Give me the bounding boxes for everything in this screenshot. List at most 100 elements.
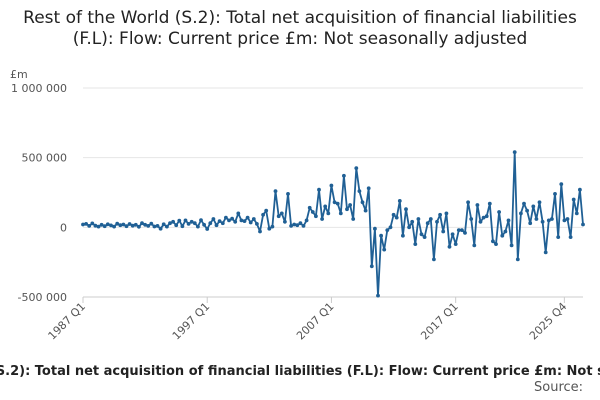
data-point <box>264 208 269 213</box>
data-point <box>283 219 287 224</box>
data-point <box>475 203 480 207</box>
data-point <box>410 219 415 224</box>
data-point <box>273 189 278 194</box>
data-point <box>413 242 418 247</box>
data-point <box>491 239 495 244</box>
data-point <box>388 225 393 230</box>
data-point <box>239 218 244 223</box>
data-point <box>261 212 265 217</box>
data-point <box>435 219 439 224</box>
data-point <box>354 166 359 171</box>
data-point <box>525 208 529 213</box>
data-point <box>227 218 231 223</box>
data-point <box>373 226 377 231</box>
x-tick-label: 1997 Q1 <box>170 300 213 343</box>
data-point <box>258 229 262 234</box>
chart-title: Rest of the World (S.2): Total net acqui… <box>23 8 577 49</box>
data-point <box>180 224 185 229</box>
data-point <box>146 224 151 228</box>
data-point <box>267 226 272 231</box>
series-line <box>82 151 584 297</box>
data-point <box>115 221 120 226</box>
data-point <box>487 201 492 206</box>
data-point <box>543 250 548 255</box>
data-point <box>298 221 303 226</box>
data-point <box>105 222 110 227</box>
data-point <box>522 201 526 206</box>
data-point <box>217 219 222 224</box>
data-point <box>286 192 290 196</box>
data-point <box>540 219 545 224</box>
source-label: Source: <box>534 380 584 395</box>
data-point <box>158 226 163 231</box>
data-point <box>497 210 501 214</box>
data-point <box>376 293 380 298</box>
data-point <box>432 257 436 262</box>
data-point <box>478 219 483 224</box>
data-point <box>578 187 582 192</box>
x-tick-label: 2007 Q1 <box>294 300 337 343</box>
data-point <box>553 192 557 196</box>
data-point <box>149 221 154 226</box>
x-axis-ticks: 1987 Q1 1997 Q1 2007 Q1 2017 Q1 2025 Q4 <box>46 297 569 343</box>
data-point <box>428 217 433 221</box>
x-tick-label: 1987 Q1 <box>46 300 89 343</box>
data-point <box>121 222 126 227</box>
data-point <box>323 204 328 209</box>
footer-title-text: Rest of the World (S.2): Total net acqui… <box>0 364 600 379</box>
footer-title: Rest of the World (S.2): Total net acqui… <box>0 364 600 379</box>
data-point <box>224 215 228 220</box>
data-point <box>546 218 551 223</box>
data-point <box>152 224 157 229</box>
data-point <box>118 223 123 228</box>
y-tick-label: 1 000 000 <box>11 82 67 95</box>
data-point <box>211 217 216 221</box>
data-point <box>363 208 368 213</box>
data-point <box>519 211 523 216</box>
footer-source: Source: <box>0 380 600 395</box>
data-point <box>534 217 539 221</box>
data-point <box>189 219 194 224</box>
data-point <box>425 221 430 226</box>
data-point <box>155 224 160 228</box>
data-point <box>404 207 408 212</box>
y-tick-label: 0 <box>60 221 67 234</box>
y-tick-label: 500 000 <box>22 152 68 165</box>
data-point <box>456 228 461 233</box>
data-point <box>484 214 489 219</box>
data-point <box>416 217 421 221</box>
data-point <box>196 224 200 229</box>
data-point <box>342 173 346 178</box>
data-point <box>528 221 533 226</box>
data-point <box>112 224 116 229</box>
data-point <box>326 211 331 216</box>
data-point <box>236 211 241 216</box>
data-point <box>102 224 107 229</box>
data-point <box>556 235 561 240</box>
data-point <box>494 242 498 247</box>
y-tick-label: -500 000 <box>18 291 67 304</box>
data-point <box>143 222 148 227</box>
data-point <box>366 186 371 191</box>
data-point <box>565 217 570 221</box>
data-point <box>453 242 458 247</box>
data-point <box>422 235 427 240</box>
data-point <box>450 232 455 237</box>
data-point <box>581 222 585 227</box>
data-point <box>133 222 138 227</box>
data-point <box>84 222 88 226</box>
data-point <box>270 224 275 229</box>
data-point <box>192 221 197 226</box>
data-point <box>574 211 579 216</box>
data-point <box>245 215 250 220</box>
data-point <box>460 228 464 233</box>
data-point <box>109 223 113 228</box>
data-point <box>509 243 514 248</box>
data-point <box>466 200 470 205</box>
data-point <box>248 220 253 225</box>
data-point <box>186 222 191 226</box>
data-point <box>512 150 517 155</box>
data-point <box>357 189 362 194</box>
data-point <box>515 257 520 262</box>
data-point <box>90 221 95 226</box>
